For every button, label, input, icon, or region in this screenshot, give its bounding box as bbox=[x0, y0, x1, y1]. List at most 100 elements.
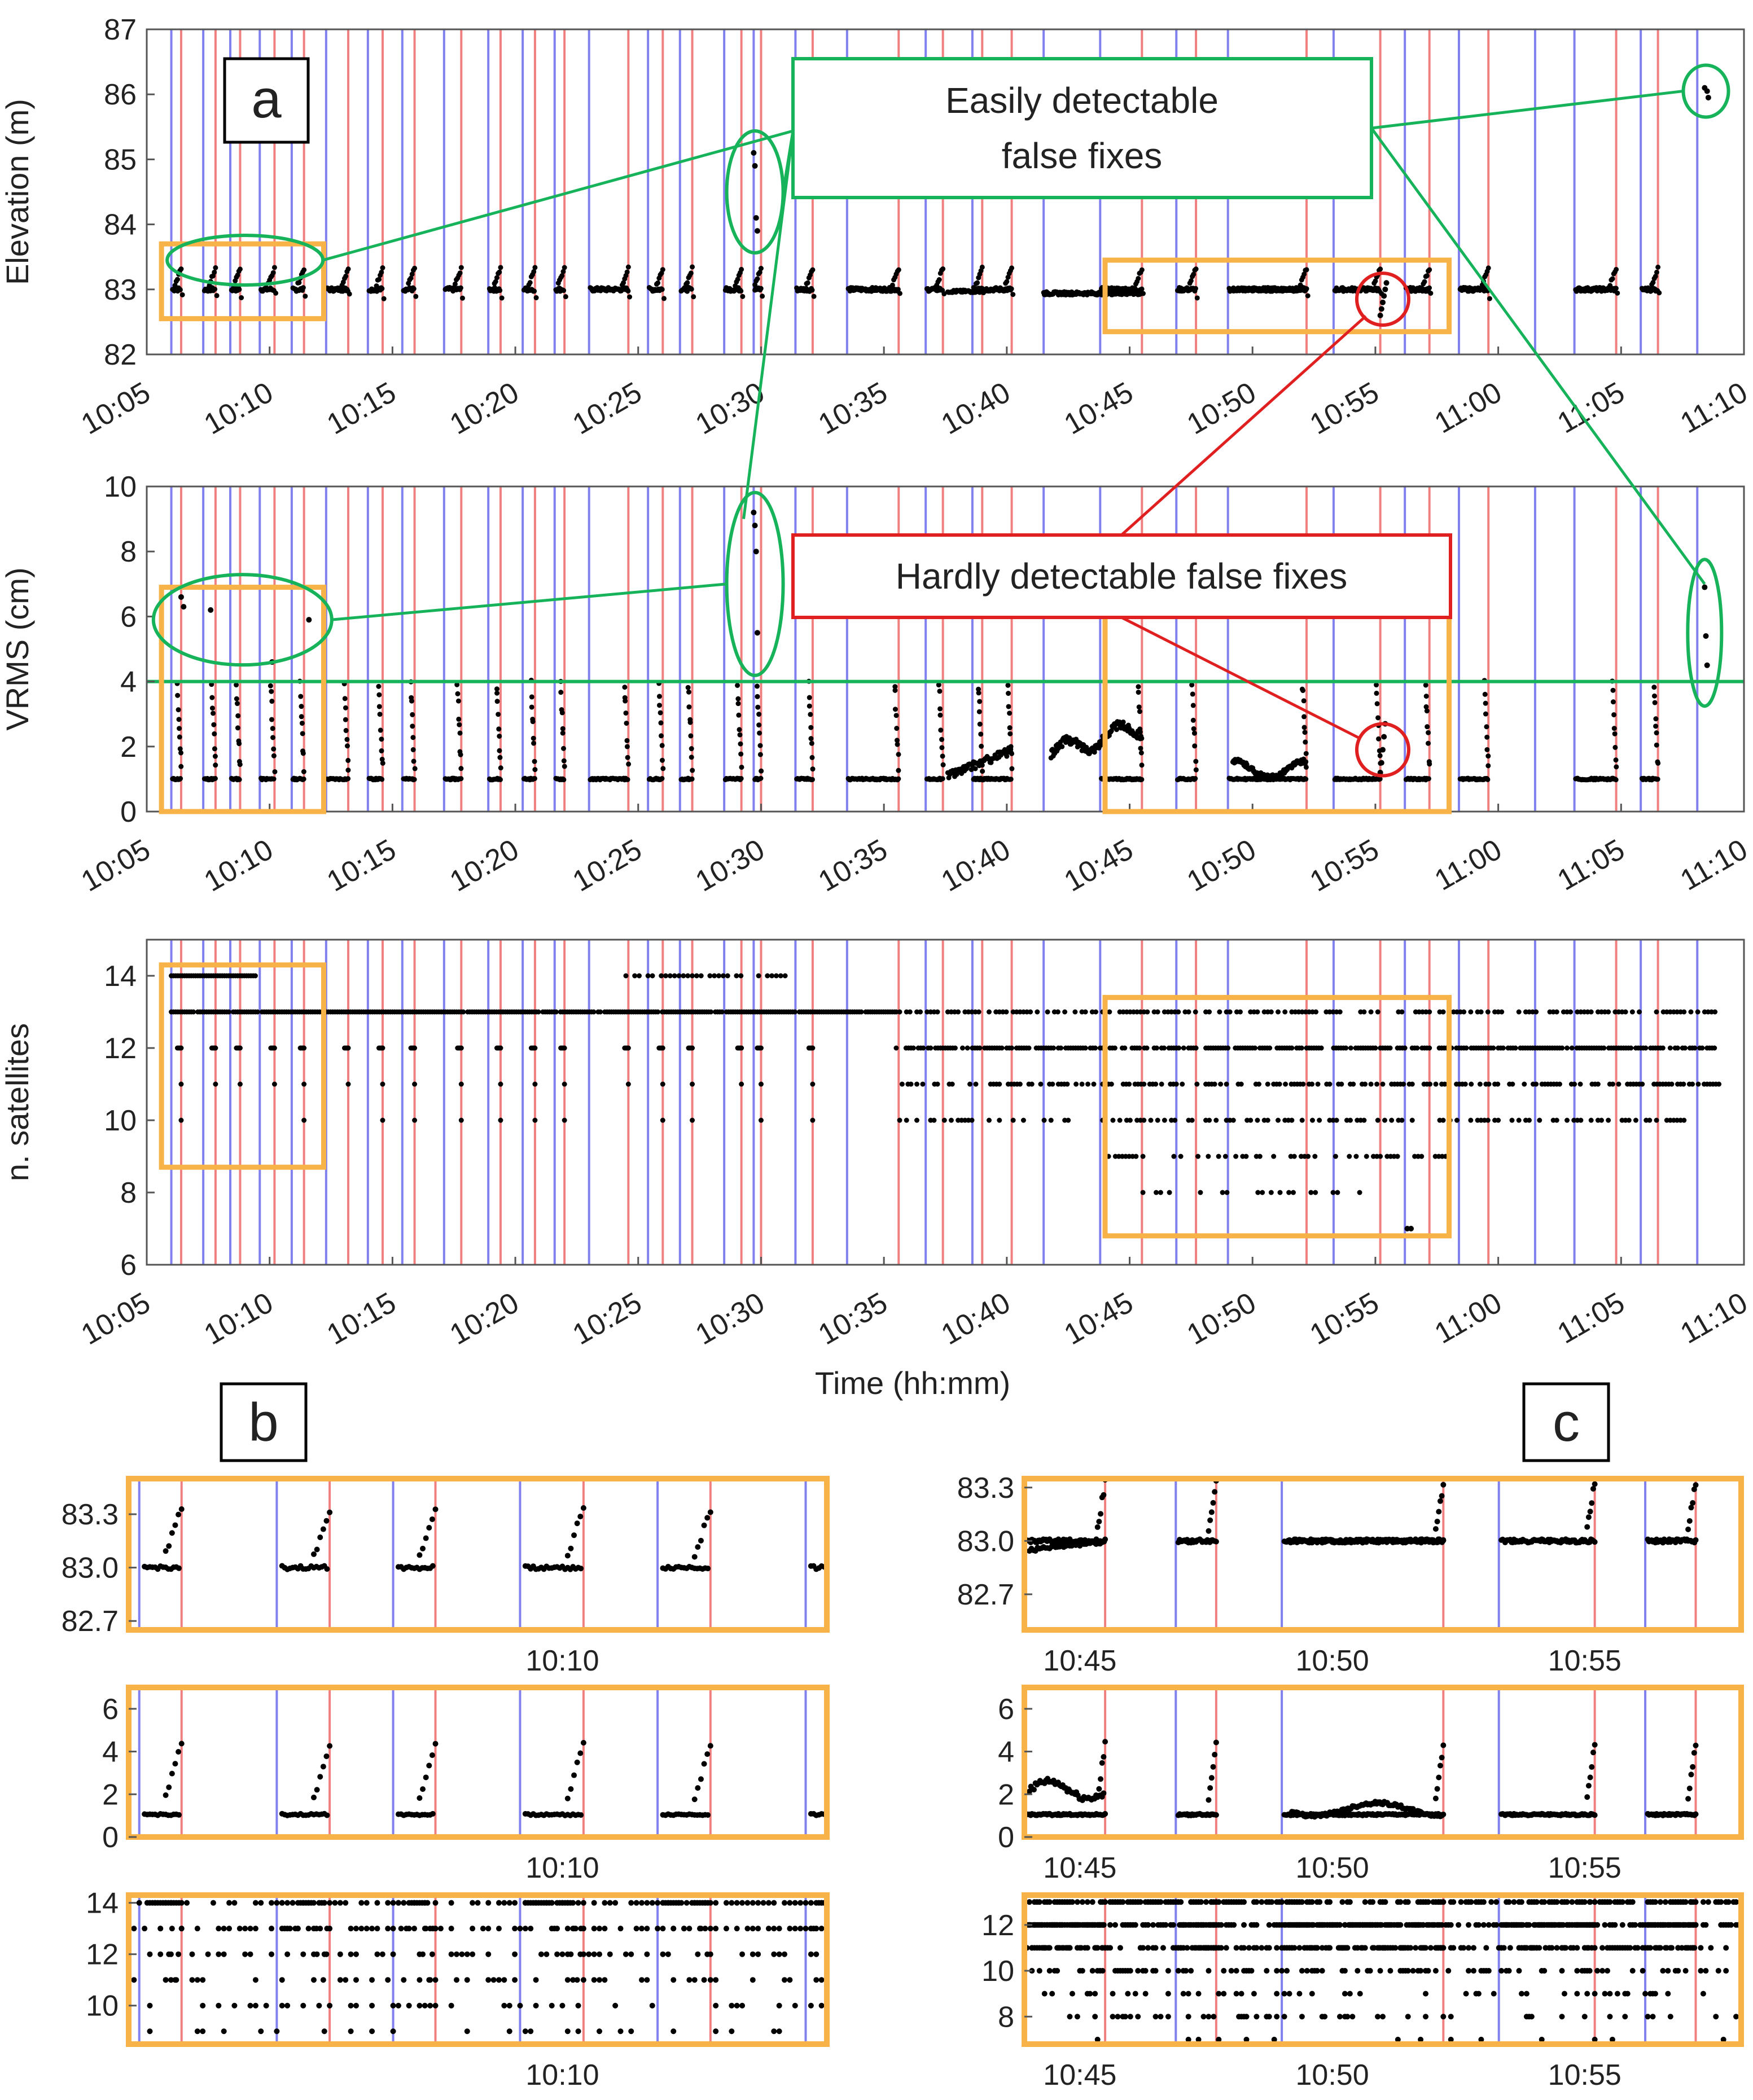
data-point bbox=[411, 1900, 418, 1906]
data-point bbox=[376, 1045, 382, 1051]
data-point bbox=[353, 2002, 359, 2009]
x-tick-label: 10:10 bbox=[525, 1645, 599, 1677]
data-point bbox=[1695, 1009, 1701, 1015]
data-point bbox=[1598, 1117, 1604, 1123]
data-point bbox=[263, 2002, 269, 2009]
data-point bbox=[739, 1081, 744, 1087]
data-point bbox=[1612, 731, 1618, 736]
data-point bbox=[327, 1900, 333, 1906]
data-point bbox=[169, 1926, 175, 1932]
data-point bbox=[452, 281, 458, 287]
data-point bbox=[695, 1544, 701, 1550]
data-point bbox=[756, 712, 762, 717]
data-point bbox=[776, 1926, 782, 1932]
data-point bbox=[1653, 724, 1659, 729]
data-point bbox=[470, 1926, 476, 1932]
data-point bbox=[571, 1926, 577, 1932]
data-point bbox=[163, 1548, 169, 1554]
data-point bbox=[1637, 1009, 1642, 1015]
data-point bbox=[645, 973, 651, 979]
data-point bbox=[375, 277, 380, 283]
data-point bbox=[698, 1776, 704, 1782]
data-point bbox=[597, 2028, 603, 2035]
data-point bbox=[1045, 1009, 1050, 1015]
data-point bbox=[172, 283, 178, 288]
data-point bbox=[896, 768, 901, 773]
data-point bbox=[734, 1926, 740, 1932]
data-point bbox=[429, 1752, 435, 1758]
data-point bbox=[1161, 1045, 1167, 1051]
data-point bbox=[575, 2028, 581, 2035]
data-point bbox=[1208, 1509, 1215, 1515]
data-point bbox=[406, 280, 411, 286]
data-point bbox=[342, 696, 348, 702]
data-point bbox=[533, 1900, 539, 1906]
data-point bbox=[1277, 1190, 1283, 1195]
data-point bbox=[1291, 1190, 1296, 1195]
data-point bbox=[1652, 700, 1658, 705]
data-point bbox=[1399, 1117, 1405, 1123]
data-point bbox=[1712, 1009, 1718, 1015]
data-point bbox=[1419, 1154, 1425, 1159]
data-point bbox=[563, 294, 568, 300]
data-point bbox=[578, 1812, 584, 1818]
data-point bbox=[226, 1900, 233, 1906]
data-point bbox=[931, 1117, 937, 1123]
data-point bbox=[1426, 730, 1431, 735]
data-point bbox=[1533, 1009, 1539, 1015]
data-point bbox=[271, 746, 277, 752]
data-point bbox=[412, 1117, 418, 1123]
data-point bbox=[553, 1009, 559, 1015]
data-point bbox=[1610, 687, 1616, 693]
data-point bbox=[1009, 1045, 1015, 1051]
data-point bbox=[807, 703, 812, 709]
data-point bbox=[716, 973, 722, 979]
data-point bbox=[376, 704, 382, 709]
data-point bbox=[300, 1900, 306, 1906]
data-point bbox=[347, 291, 352, 297]
data-point bbox=[754, 228, 760, 234]
data-point bbox=[659, 757, 665, 763]
data-point bbox=[650, 973, 655, 979]
data-point bbox=[1716, 1081, 1722, 1087]
x-tick-label: 10:50 bbox=[1182, 833, 1262, 898]
data-point bbox=[612, 2002, 619, 2009]
data-point bbox=[1487, 296, 1492, 301]
data-point bbox=[194, 1926, 200, 1932]
data-point bbox=[321, 1951, 327, 1957]
data-point bbox=[808, 1900, 814, 1906]
data-point bbox=[532, 775, 537, 781]
data-point bbox=[1509, 1117, 1515, 1123]
data-point bbox=[659, 733, 664, 739]
y-tick-label: 2 bbox=[102, 1778, 119, 1811]
data-point bbox=[1098, 1511, 1104, 1517]
data-point bbox=[1133, 1154, 1139, 1159]
data-point bbox=[1654, 1117, 1659, 1123]
data-point bbox=[512, 1926, 518, 1932]
data-point bbox=[1522, 1081, 1527, 1087]
data-point bbox=[1059, 744, 1065, 749]
data-point bbox=[1190, 717, 1196, 723]
data-point bbox=[1058, 1045, 1064, 1051]
data-point bbox=[1382, 286, 1388, 292]
data-point bbox=[713, 1900, 719, 1906]
data-point bbox=[300, 748, 305, 754]
data-point bbox=[236, 759, 242, 764]
data-point bbox=[1137, 270, 1142, 276]
data-point bbox=[619, 282, 625, 288]
x-tick-label: 11:00 bbox=[1429, 833, 1507, 897]
data-point bbox=[707, 1926, 713, 1932]
data-point bbox=[1064, 1081, 1070, 1087]
data-point bbox=[379, 286, 385, 291]
data-point bbox=[194, 2028, 200, 2035]
y-tick-label: 12 bbox=[86, 1939, 119, 1971]
data-point bbox=[1303, 777, 1309, 782]
data-point bbox=[639, 1900, 645, 1906]
data-point bbox=[380, 265, 385, 271]
data-point bbox=[454, 1951, 460, 1957]
data-point bbox=[1048, 1117, 1054, 1123]
data-point bbox=[1005, 274, 1011, 280]
data-point bbox=[379, 756, 385, 762]
data-point bbox=[976, 709, 982, 714]
data-point bbox=[177, 726, 182, 731]
